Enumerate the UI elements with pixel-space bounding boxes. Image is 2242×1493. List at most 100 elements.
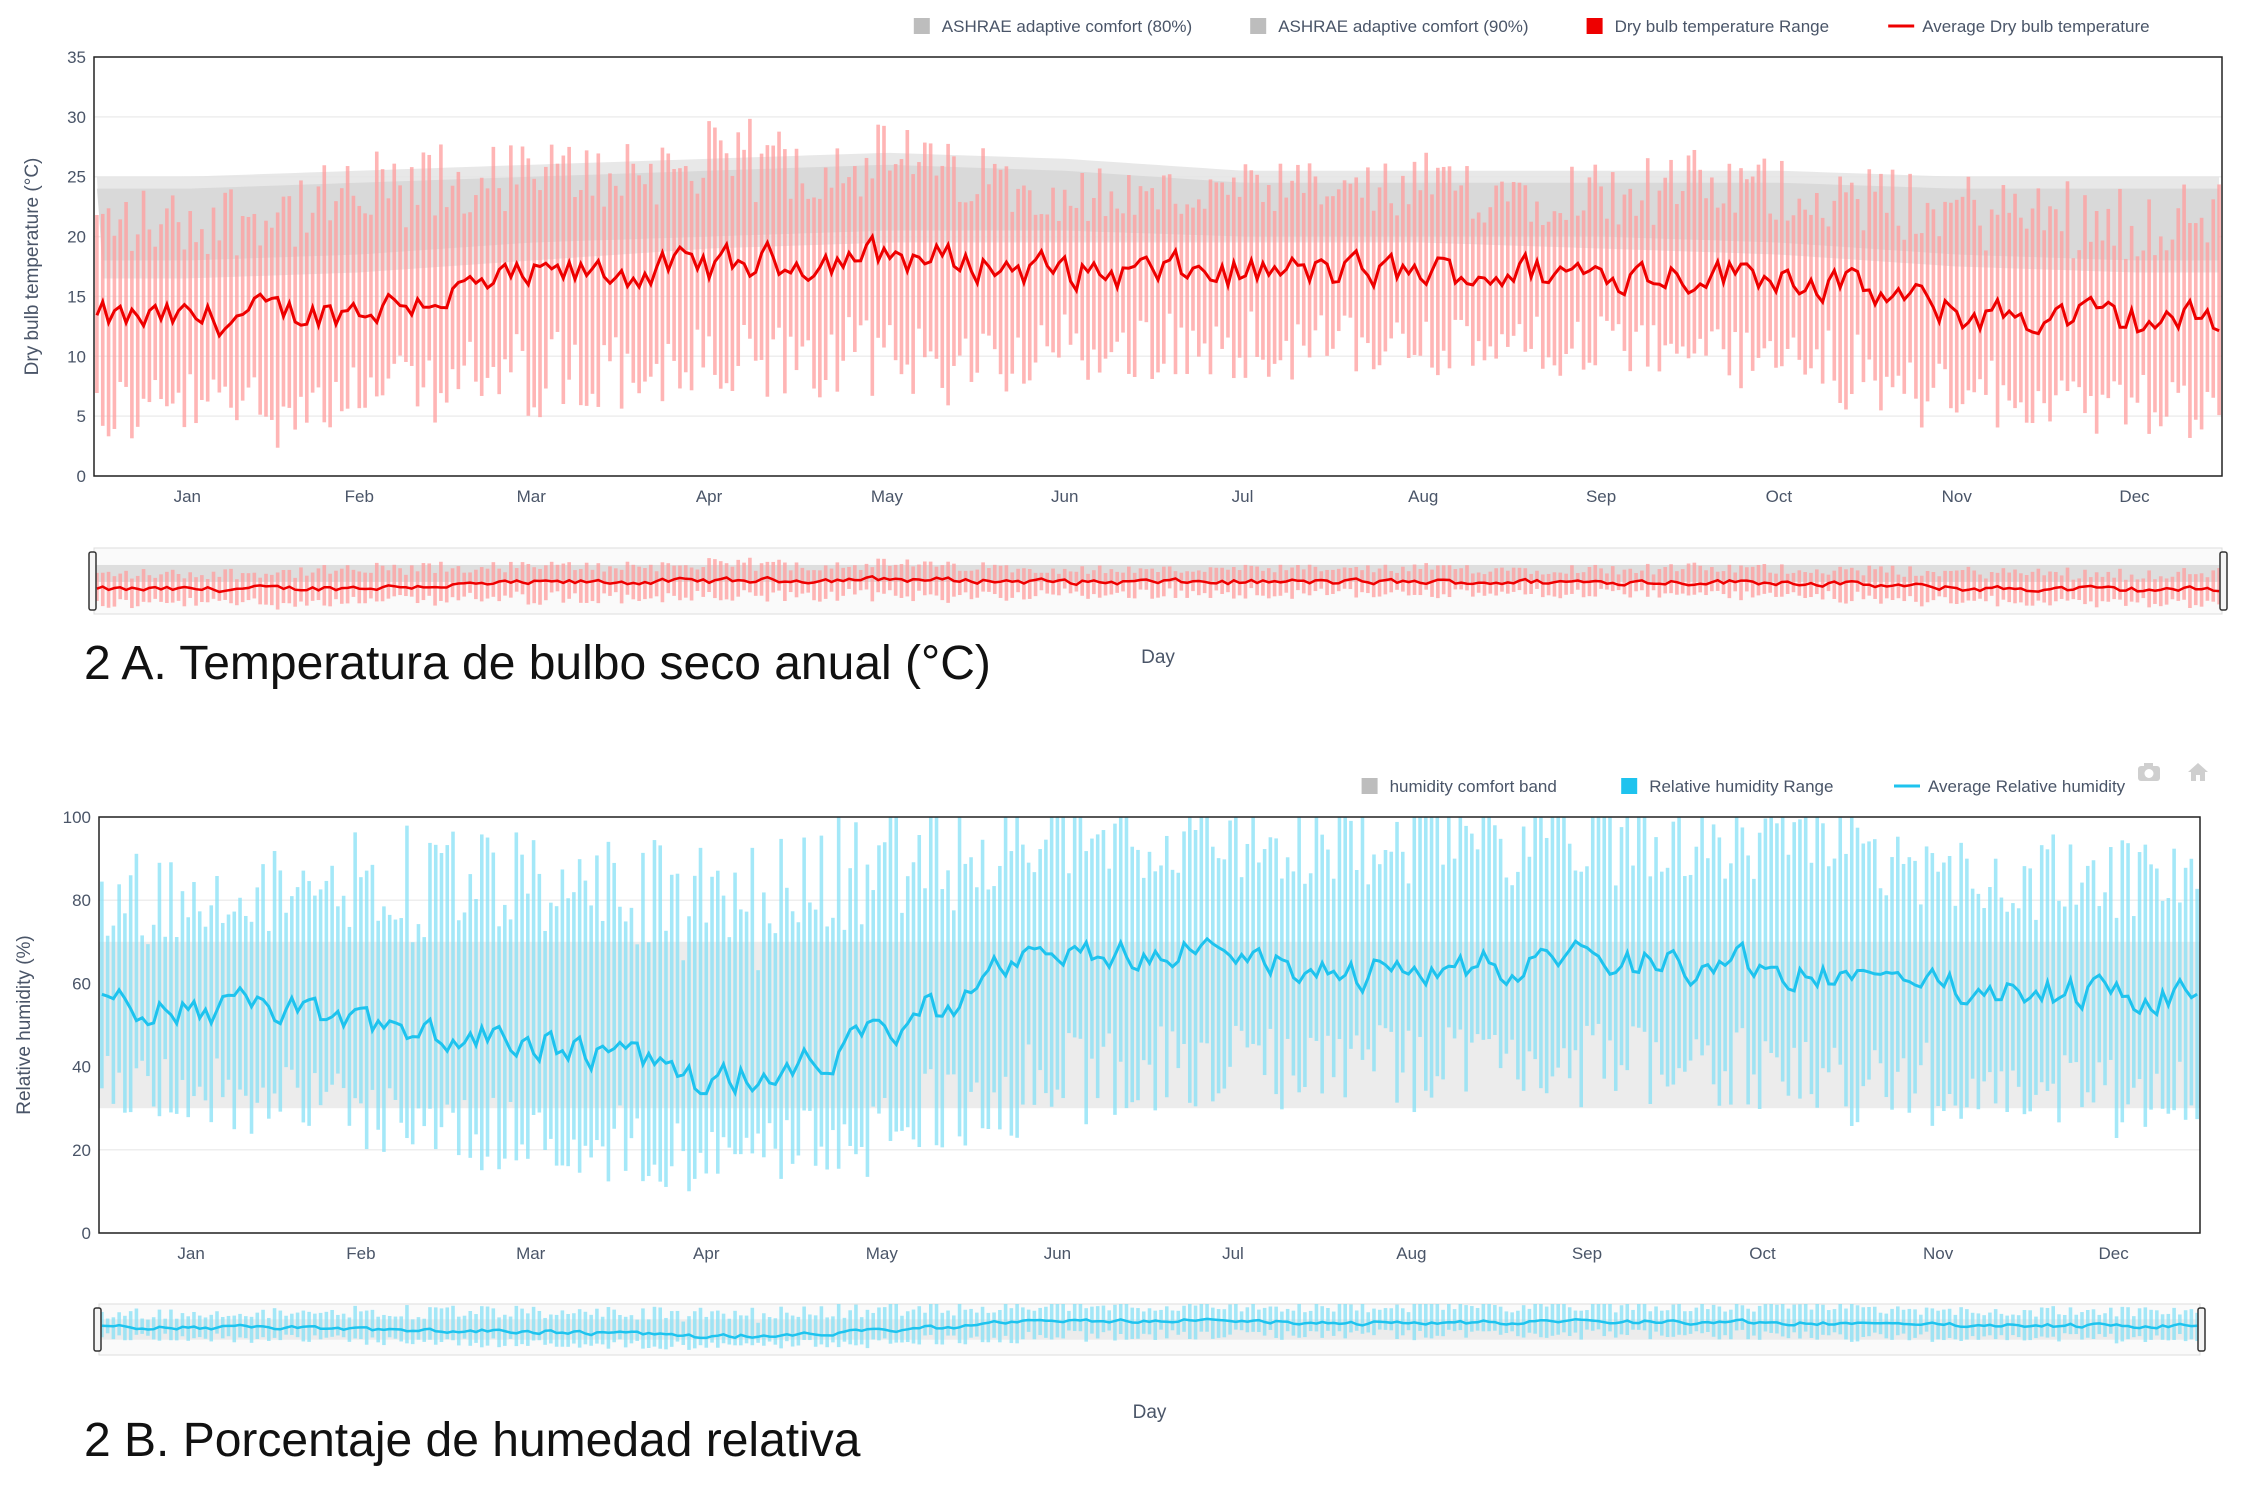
x-tick-label: Mar <box>517 487 547 506</box>
range-bar <box>2182 184 2186 386</box>
range-bar <box>963 863 968 1146</box>
home-icon[interactable] <box>2188 763 2208 781</box>
slider-range-bar <box>1039 572 1044 591</box>
humidity-range-slider[interactable] <box>93 1303 2206 1356</box>
slider-range-bar <box>1222 1309 1227 1338</box>
slider-range-bar <box>888 565 892 591</box>
range-bar <box>870 178 875 396</box>
slider-range-bar <box>520 1308 524 1345</box>
range-bar <box>491 146 496 367</box>
range-bar <box>1711 824 1716 1085</box>
slider-handle-left <box>93 1307 102 1352</box>
slider-range-bar <box>2094 572 2099 608</box>
range-bar <box>654 204 659 364</box>
slider-range-bar <box>134 1308 139 1335</box>
range-bar <box>1255 174 1259 357</box>
slider-range-bar <box>934 1304 939 1345</box>
slider-range-bar <box>485 1306 490 1346</box>
humidity-modebar[interactable] <box>2138 763 2208 781</box>
range-bar <box>1516 871 1520 1080</box>
slider-range-bar <box>1447 1304 1451 1330</box>
range-bar <box>917 162 921 329</box>
slider-range-bar <box>1814 569 1819 595</box>
range-bar <box>1734 817 1739 1033</box>
range-bar <box>1412 161 1417 355</box>
range-bar <box>1780 817 1785 1082</box>
range-bar <box>1745 179 1749 333</box>
range-bar <box>2062 906 2067 1056</box>
range-bar <box>727 937 732 1148</box>
range-bar <box>1447 166 1452 369</box>
range-bar <box>1222 859 1227 1089</box>
slider-range-bar <box>520 562 525 595</box>
slider-range-bar <box>128 1311 133 1341</box>
range-bar <box>503 904 507 1159</box>
slider-range-bar <box>468 1311 473 1346</box>
temperature-plot-area[interactable]: 0 5 10 15 20 25 30 35 Jan Feb Mar Apr May Jun Jul Aug Se… <box>67 48 2223 506</box>
temperature-range-slider[interactable] <box>88 547 2228 615</box>
range-bar <box>1665 867 1670 1087</box>
slider-range-bar <box>802 1306 806 1340</box>
slider-range-bar <box>170 569 175 603</box>
range-bar <box>1616 224 1621 325</box>
legend-item[interactable]: Average Dry bulb temperature <box>1888 17 2150 36</box>
range-bar <box>211 207 216 380</box>
slider-range-bar <box>1226 569 1230 593</box>
slider-range-bar <box>946 1310 950 1336</box>
slider-range-bar <box>572 1313 576 1344</box>
camera-icon[interactable] <box>2138 763 2160 781</box>
range-bar <box>345 166 350 409</box>
range-bar <box>410 942 415 1145</box>
range-bar <box>2172 848 2176 1111</box>
slider-range-bar <box>427 563 432 596</box>
legend-item[interactable]: ASHRAE adaptive comfort (80%) <box>913 17 1192 36</box>
range-bar <box>980 839 985 1129</box>
humidity-legend[interactable]: humidity comfort band Relative humidity R… <box>1361 777 2126 796</box>
range-bar <box>905 876 910 1128</box>
slider-range-bar <box>328 573 332 607</box>
legend-item[interactable]: Relative humidity Range <box>1621 777 1833 796</box>
range-bar <box>762 892 766 1158</box>
slider-range-bar <box>1325 569 1329 596</box>
slider-range-bar <box>205 579 210 603</box>
range-bar <box>1619 827 1624 1066</box>
range-bar <box>147 229 152 403</box>
slider-range-bar <box>779 1306 783 1349</box>
range-bar <box>940 889 945 1148</box>
legend-item[interactable]: Average Relative humidity <box>1894 777 2126 796</box>
slider-range-bar <box>825 1317 829 1348</box>
slider-range-bar <box>654 571 659 597</box>
range-bar <box>2189 858 2194 1106</box>
slider-range-bar <box>876 558 880 593</box>
range-bar <box>1400 851 1405 1073</box>
slider-range-bar <box>1785 573 1790 594</box>
range-bar <box>267 930 271 1119</box>
legend-item[interactable]: Dry bulb temperature Range <box>1586 17 1830 36</box>
range-bar <box>1924 846 1929 1043</box>
humidity-plot-area[interactable]: 0 20 40 60 80 100 Jan Feb Mar Apr May Jun Jul Aug Sep O… <box>63 808 2201 1263</box>
slider-range-bar <box>445 1307 450 1340</box>
legend-label: Average Dry bulb temperature <box>1922 17 2149 36</box>
range-bar <box>946 143 950 406</box>
range-bar <box>836 817 841 1169</box>
range-bar <box>1688 874 1693 1061</box>
y-tick-label: 0 <box>77 467 86 486</box>
legend-item[interactable]: ASHRAE adaptive comfort (90%) <box>1250 17 1529 36</box>
range-bar <box>771 145 776 340</box>
range-bar <box>1498 838 1503 1069</box>
range-bar <box>2089 241 2093 397</box>
range-bar <box>1575 215 1580 322</box>
slider-range-bar <box>905 559 910 597</box>
slider-range-bar <box>1902 576 1907 602</box>
range-bar <box>538 190 542 418</box>
slider-range-bar <box>678 565 682 601</box>
range-bar <box>1418 190 1423 356</box>
range-bar <box>1993 858 1998 1104</box>
range-bar <box>1297 817 1301 1093</box>
legend-item[interactable]: humidity comfort band <box>1361 777 1557 796</box>
slider-range-bar <box>1832 1309 1837 1333</box>
range-bar <box>1389 851 1394 1032</box>
temperature-legend[interactable]: ASHRAE adaptive comfort (80%) ASHRAE adap… <box>913 17 2150 36</box>
range-bar <box>893 164 898 361</box>
slider-range-bar <box>922 561 927 596</box>
